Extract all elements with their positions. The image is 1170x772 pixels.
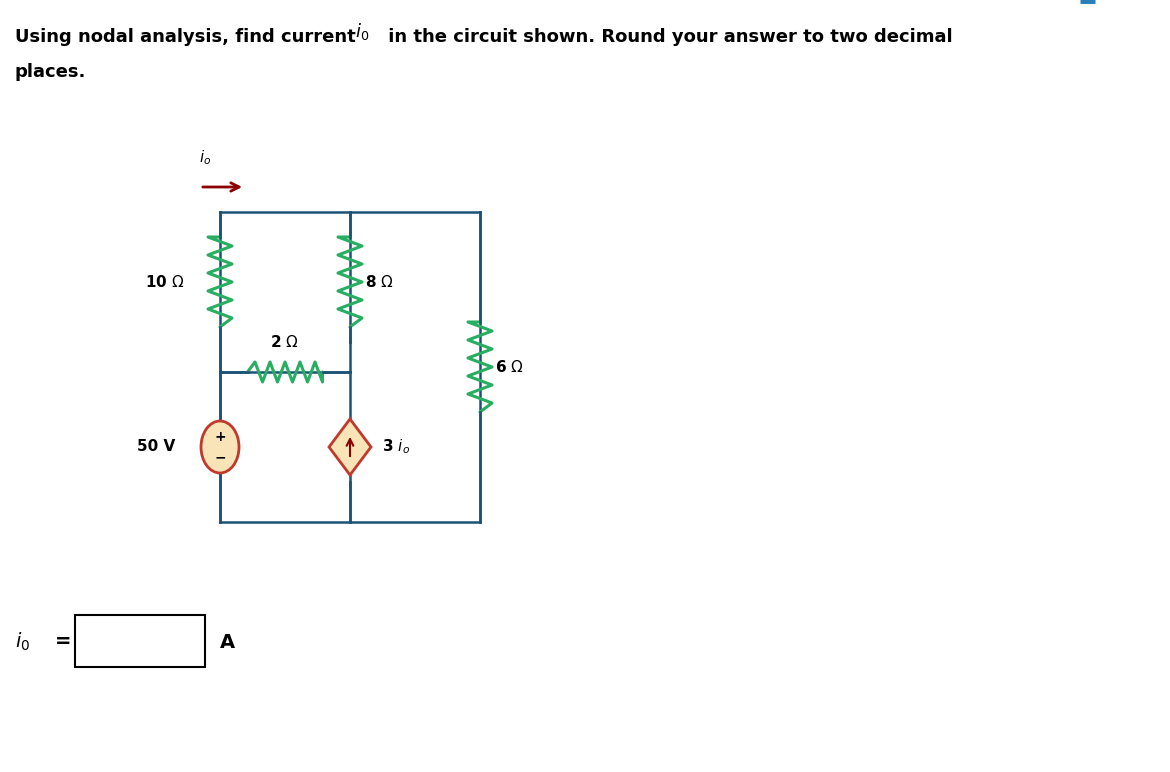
- Text: $i_o$: $i_o$: [199, 148, 211, 167]
- Text: 3 $i_o$: 3 $i_o$: [381, 438, 411, 456]
- Text: places.: places.: [15, 63, 87, 81]
- Text: Using nodal analysis, find current: Using nodal analysis, find current: [15, 28, 362, 46]
- FancyBboxPatch shape: [75, 615, 205, 667]
- Text: 50 V: 50 V: [137, 439, 176, 455]
- Text: A: A: [220, 632, 235, 652]
- Text: +: +: [214, 430, 226, 444]
- Text: 6 $\Omega$: 6 $\Omega$: [495, 359, 524, 375]
- Polygon shape: [329, 419, 371, 475]
- Text: $i_0$: $i_0$: [15, 631, 30, 653]
- Text: −: −: [214, 450, 226, 464]
- Ellipse shape: [201, 421, 239, 473]
- Text: $i_0$: $i_0$: [355, 22, 370, 42]
- Text: =: =: [55, 632, 71, 652]
- Text: 8 $\Omega$: 8 $\Omega$: [365, 274, 394, 290]
- Text: 10 $\Omega$: 10 $\Omega$: [145, 274, 185, 290]
- Text: in the circuit shown. Round your answer to two decimal: in the circuit shown. Round your answer …: [381, 28, 952, 46]
- Text: 2 $\Omega$: 2 $\Omega$: [270, 334, 300, 350]
